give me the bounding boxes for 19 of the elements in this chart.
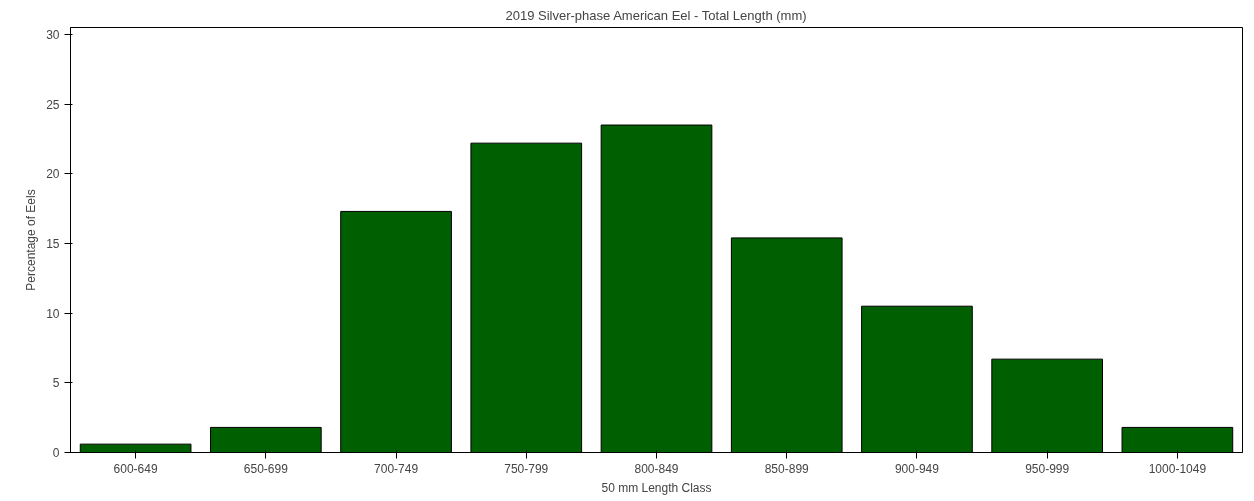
- y-tick-label: 10: [46, 306, 60, 321]
- y-tick-label: 30: [46, 27, 60, 42]
- y-tick-label: 15: [46, 236, 60, 251]
- x-tick-label: 600-649: [113, 461, 158, 476]
- y-tick-label: 25: [46, 97, 60, 112]
- x-tick-label: 750-799: [504, 461, 549, 476]
- chart-title: 2019 Silver-phase American Eel - Total Length (mm): [505, 7, 807, 23]
- x-tick-label: 900-949: [894, 461, 940, 476]
- x-tick-label: 850-899: [764, 461, 810, 476]
- y-axis-title: Percentage of Eels: [24, 189, 39, 291]
- x-tick-label: 800-849: [634, 461, 679, 476]
- x-tick-label: 950-999: [1025, 461, 1070, 476]
- x-tick-label: 700-749: [374, 461, 419, 476]
- x-tick-label: 650-699: [243, 461, 289, 476]
- x-axis-title: 50 mm Length Class: [601, 480, 712, 495]
- y-tick-label: 20: [46, 167, 60, 182]
- y-tick-label: 0: [52, 446, 60, 460]
- y-tick-label: 5: [52, 376, 60, 391]
- x-tick-label: 1000-1049: [1148, 461, 1207, 476]
